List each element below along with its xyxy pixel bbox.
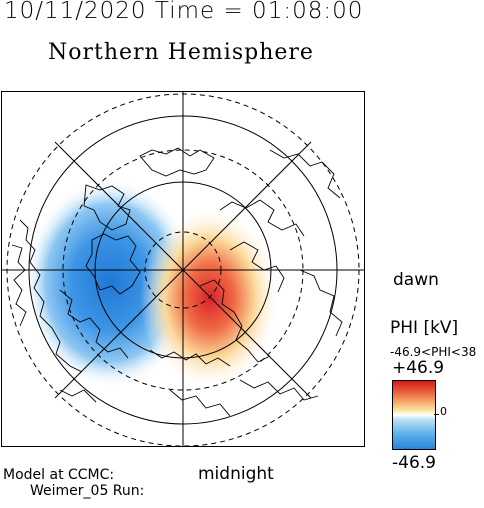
polar-map bbox=[1, 91, 365, 447]
colorbar-zero-tick bbox=[434, 414, 439, 415]
colorbar bbox=[392, 380, 436, 450]
meridian-lines bbox=[1, 91, 365, 447]
colorbar-zero-label: 0 bbox=[440, 405, 447, 418]
colorbar-quantity-label: PHI [kV] bbox=[390, 318, 459, 338]
date-time-header: 10/11/2020 Time = 01:08:00 bbox=[4, 0, 364, 24]
colorbar-range-text: -46.9<PHI<38 bbox=[390, 345, 477, 359]
potential-pattern bbox=[29, 178, 280, 390]
meridian-diagonal-2 bbox=[54, 141, 312, 399]
dawn-label: dawn bbox=[393, 270, 439, 290]
midnight-label: midnight bbox=[198, 464, 274, 484]
model-line-2: Weimer_05 Run: bbox=[30, 483, 145, 499]
coastlines bbox=[11, 147, 343, 417]
positive-potential-cell bbox=[140, 206, 280, 390]
hemisphere-title: Northern Hemisphere bbox=[48, 40, 314, 65]
colorbar-max-label: +46.9 bbox=[392, 358, 445, 378]
colorbar-min-label: -46.9 bbox=[392, 453, 436, 473]
model-line-1: Model at CCMC: bbox=[3, 467, 115, 483]
